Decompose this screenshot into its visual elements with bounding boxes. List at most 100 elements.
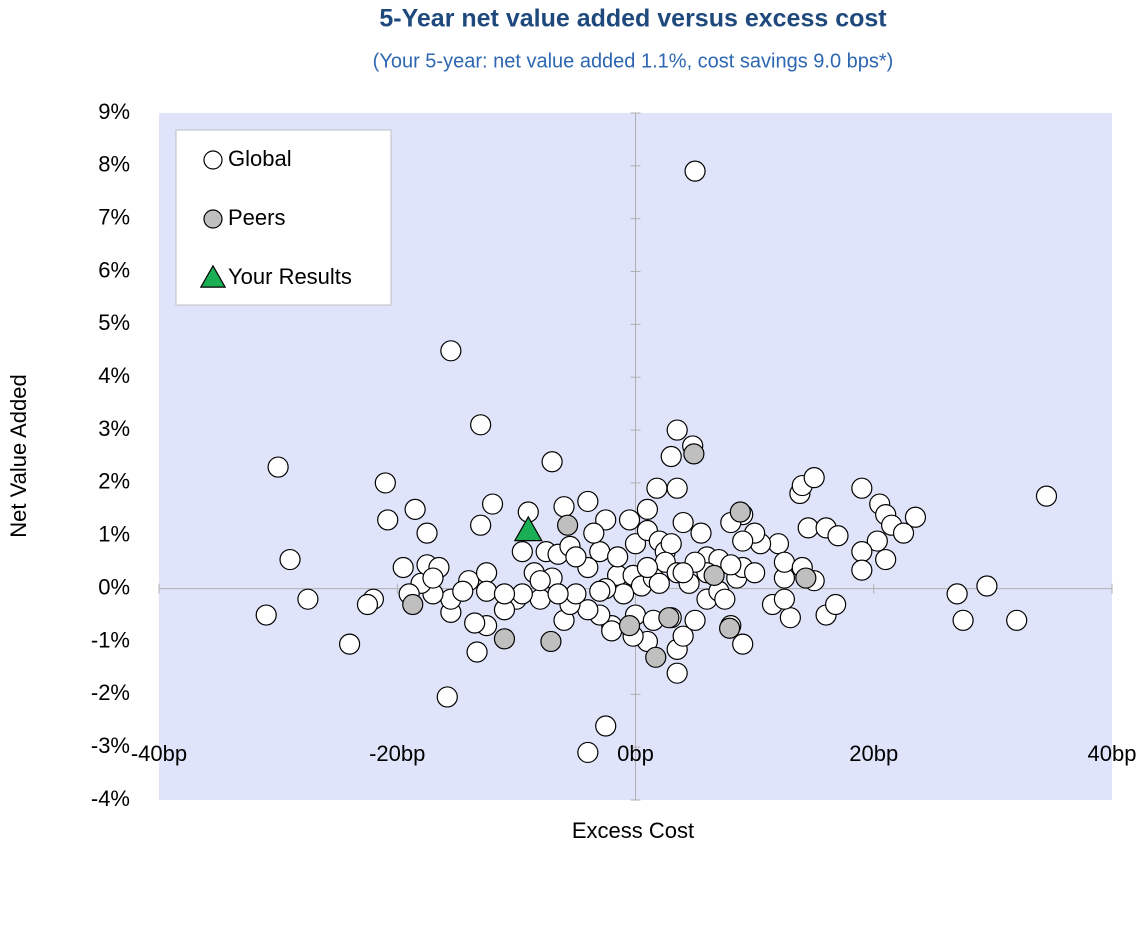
point xyxy=(255,604,277,626)
point xyxy=(851,559,873,581)
point xyxy=(672,625,694,647)
point xyxy=(493,628,516,650)
point xyxy=(648,572,670,594)
point xyxy=(440,340,462,362)
point xyxy=(946,583,968,605)
point xyxy=(452,580,474,602)
point xyxy=(464,612,486,634)
y-tick-label: -4% xyxy=(91,786,130,811)
point xyxy=(866,530,888,552)
legend-label: Global xyxy=(228,146,292,171)
point xyxy=(666,477,688,499)
y-tick-label: -3% xyxy=(91,733,130,758)
x-tick-label: 40bp xyxy=(1088,741,1137,766)
point xyxy=(825,593,847,616)
point xyxy=(577,490,599,513)
point xyxy=(624,533,647,555)
point xyxy=(672,511,694,534)
point xyxy=(666,662,688,684)
point xyxy=(565,583,587,605)
point xyxy=(577,741,599,764)
point xyxy=(481,493,504,515)
point xyxy=(660,445,682,468)
point xyxy=(339,633,361,655)
point xyxy=(636,556,659,579)
point xyxy=(645,646,667,668)
point xyxy=(618,615,641,637)
point xyxy=(529,588,551,610)
point xyxy=(703,564,725,587)
point xyxy=(684,609,706,631)
point xyxy=(356,593,379,616)
x-tick-label: 20bp xyxy=(849,741,898,766)
chart-title: 5-Year net value added versus excess cos… xyxy=(379,5,887,33)
point xyxy=(404,498,426,520)
y-tick-label: 5% xyxy=(98,310,130,335)
point xyxy=(511,583,533,605)
y-axis-title: Net Value Added xyxy=(6,374,31,538)
point xyxy=(436,686,458,708)
point xyxy=(416,522,438,544)
point xyxy=(660,533,682,555)
point xyxy=(547,583,569,605)
point xyxy=(690,522,712,544)
legend-label: Peers xyxy=(228,205,285,230)
point xyxy=(607,546,629,568)
point xyxy=(618,509,641,531)
point xyxy=(827,525,849,547)
point xyxy=(744,562,766,584)
y-tick-label: 9% xyxy=(98,99,130,124)
point xyxy=(541,451,563,473)
point xyxy=(583,522,605,544)
point xyxy=(565,546,587,568)
point xyxy=(779,607,801,629)
point xyxy=(904,506,927,528)
point xyxy=(1035,485,1058,507)
legend-marker xyxy=(203,150,223,170)
point xyxy=(636,498,659,520)
point xyxy=(392,556,414,579)
y-tick-label: 0% xyxy=(98,574,130,599)
point xyxy=(267,456,289,478)
y-tick-label: 1% xyxy=(98,522,130,547)
point xyxy=(540,630,562,653)
point xyxy=(595,509,617,531)
point xyxy=(1006,609,1028,631)
point xyxy=(646,477,668,499)
point xyxy=(720,554,742,576)
point xyxy=(732,633,754,655)
x-tick-label: -40bp xyxy=(131,741,187,766)
point xyxy=(589,580,611,602)
point xyxy=(732,530,754,552)
y-tick-label: 7% xyxy=(98,205,130,230)
point xyxy=(773,551,796,573)
legend-marker xyxy=(203,209,223,229)
point xyxy=(529,570,551,592)
point xyxy=(513,515,543,542)
point xyxy=(952,609,974,631)
point xyxy=(851,477,873,499)
point xyxy=(892,522,915,544)
point xyxy=(803,467,825,489)
point xyxy=(666,419,688,441)
point xyxy=(402,593,424,616)
point xyxy=(612,583,635,605)
point xyxy=(729,501,751,523)
point xyxy=(475,580,498,602)
y-tick-label: 6% xyxy=(98,257,130,282)
y-tick-label: 2% xyxy=(98,469,130,494)
point xyxy=(795,567,817,589)
point xyxy=(658,607,680,629)
point xyxy=(976,575,998,597)
point xyxy=(684,160,706,182)
point xyxy=(470,414,492,436)
point xyxy=(773,588,796,610)
x-tick-label: 0bp xyxy=(617,741,654,766)
point xyxy=(493,583,516,605)
point xyxy=(875,548,897,571)
legend-label: Your Results xyxy=(228,264,352,289)
point xyxy=(279,548,301,571)
point xyxy=(797,517,819,539)
y-tick-label: 4% xyxy=(98,363,130,388)
